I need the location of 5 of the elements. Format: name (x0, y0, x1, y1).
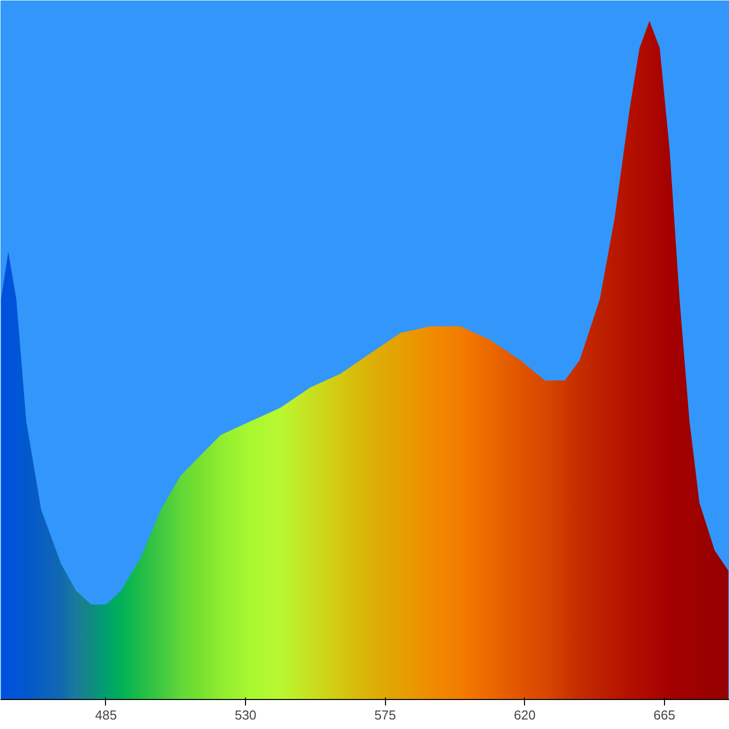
x-tick-label: 530 (234, 708, 256, 722)
x-tick-label: 665 (654, 708, 676, 722)
x-tick-label: 620 (514, 708, 536, 722)
x-tick-label: 485 (95, 708, 117, 722)
x-tick-label: 575 (374, 708, 396, 722)
